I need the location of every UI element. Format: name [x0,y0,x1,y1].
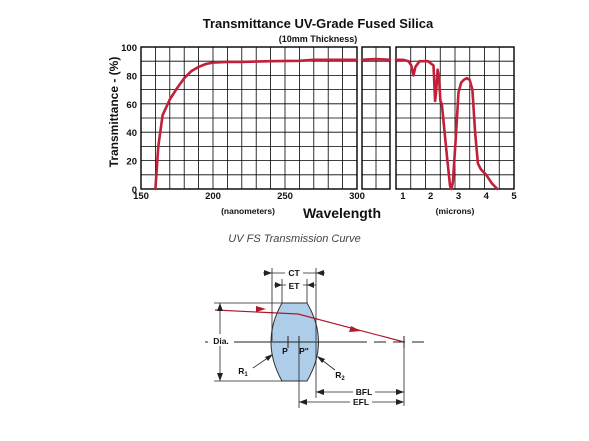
efl-arrow-left [299,399,307,405]
ray-arrowhead-1 [256,306,266,312]
dia-arrow-top [217,303,223,311]
x-tick-label: 200 [205,191,221,202]
chart-panel-microns: 1 2 3 4 5 [394,46,517,202]
x-tick-label: 3 [456,191,461,202]
x-tick-label: 150 [133,191,149,202]
panel-frame [140,46,358,190]
transmittance-curve [360,57,392,62]
p-prime-label: P" [299,346,309,356]
bfl-arrow-left [316,389,324,395]
y-tick-label: 60 [126,100,137,111]
lens-diagram: Dia. CT ET P P" R1 R2 BFL [205,266,430,408]
r1-label: R1 [238,366,248,378]
x-tick-label: 2 [428,191,433,202]
y-tick-label: 0 [132,185,137,196]
ct-arrow-left [264,270,272,276]
r1-arrow [265,354,273,361]
bfl-label: BFL [356,387,373,397]
et-label: ET [289,281,301,291]
efl-label: EFL [353,397,369,407]
et-arrow-left [275,282,282,288]
bfl-arrow-right [396,389,404,395]
y-tick-label: 20 [126,157,137,168]
transmittance-curve [154,58,359,191]
panel-frame [361,46,391,190]
et-arrow-right [307,282,314,288]
x-axis-title: Wavelength [303,205,381,221]
y-axis-title: Transmittance - (%) [107,57,121,168]
chart-panel-extension [360,46,392,190]
dia-label: Dia. [213,336,229,346]
y-tick-label: 40 [126,128,137,139]
dia-arrow-bottom [217,373,223,381]
chart-title: Transmittance UV-Grade Fused Silica [203,16,434,31]
panel-frame [395,46,515,190]
chart-panel-nanometers: 150 200 250 300 [133,46,365,202]
r2-label: R2 [335,370,345,382]
y-tick-label: 100 [121,43,137,54]
ray-arrowhead-2 [349,326,361,332]
ct-arrow-right [316,270,324,276]
x-tick-label: 5 [511,191,517,202]
p-label: P [282,346,288,356]
chart-subtitle: (10mm Thickness) [279,34,358,44]
x-unit-label-microns: (microns) [436,206,475,216]
y-tick-labels: 0 20 40 60 80 100 [121,43,137,196]
x-tick-label: 250 [277,191,293,202]
x-tick-label: 300 [349,191,365,202]
transmittance-curve [394,58,499,191]
ct-label: CT [288,268,300,278]
x-tick-label: 4 [484,191,490,202]
efl-arrow-right [396,399,404,405]
x-unit-label-nanometers: (nanometers) [221,206,275,216]
incident-ray [214,309,299,315]
y-tick-label: 80 [126,71,137,82]
x-tick-label: 1 [400,191,406,202]
r2-arrow [317,356,325,363]
figure-caption: UV FS Transmission Curve [228,233,361,245]
